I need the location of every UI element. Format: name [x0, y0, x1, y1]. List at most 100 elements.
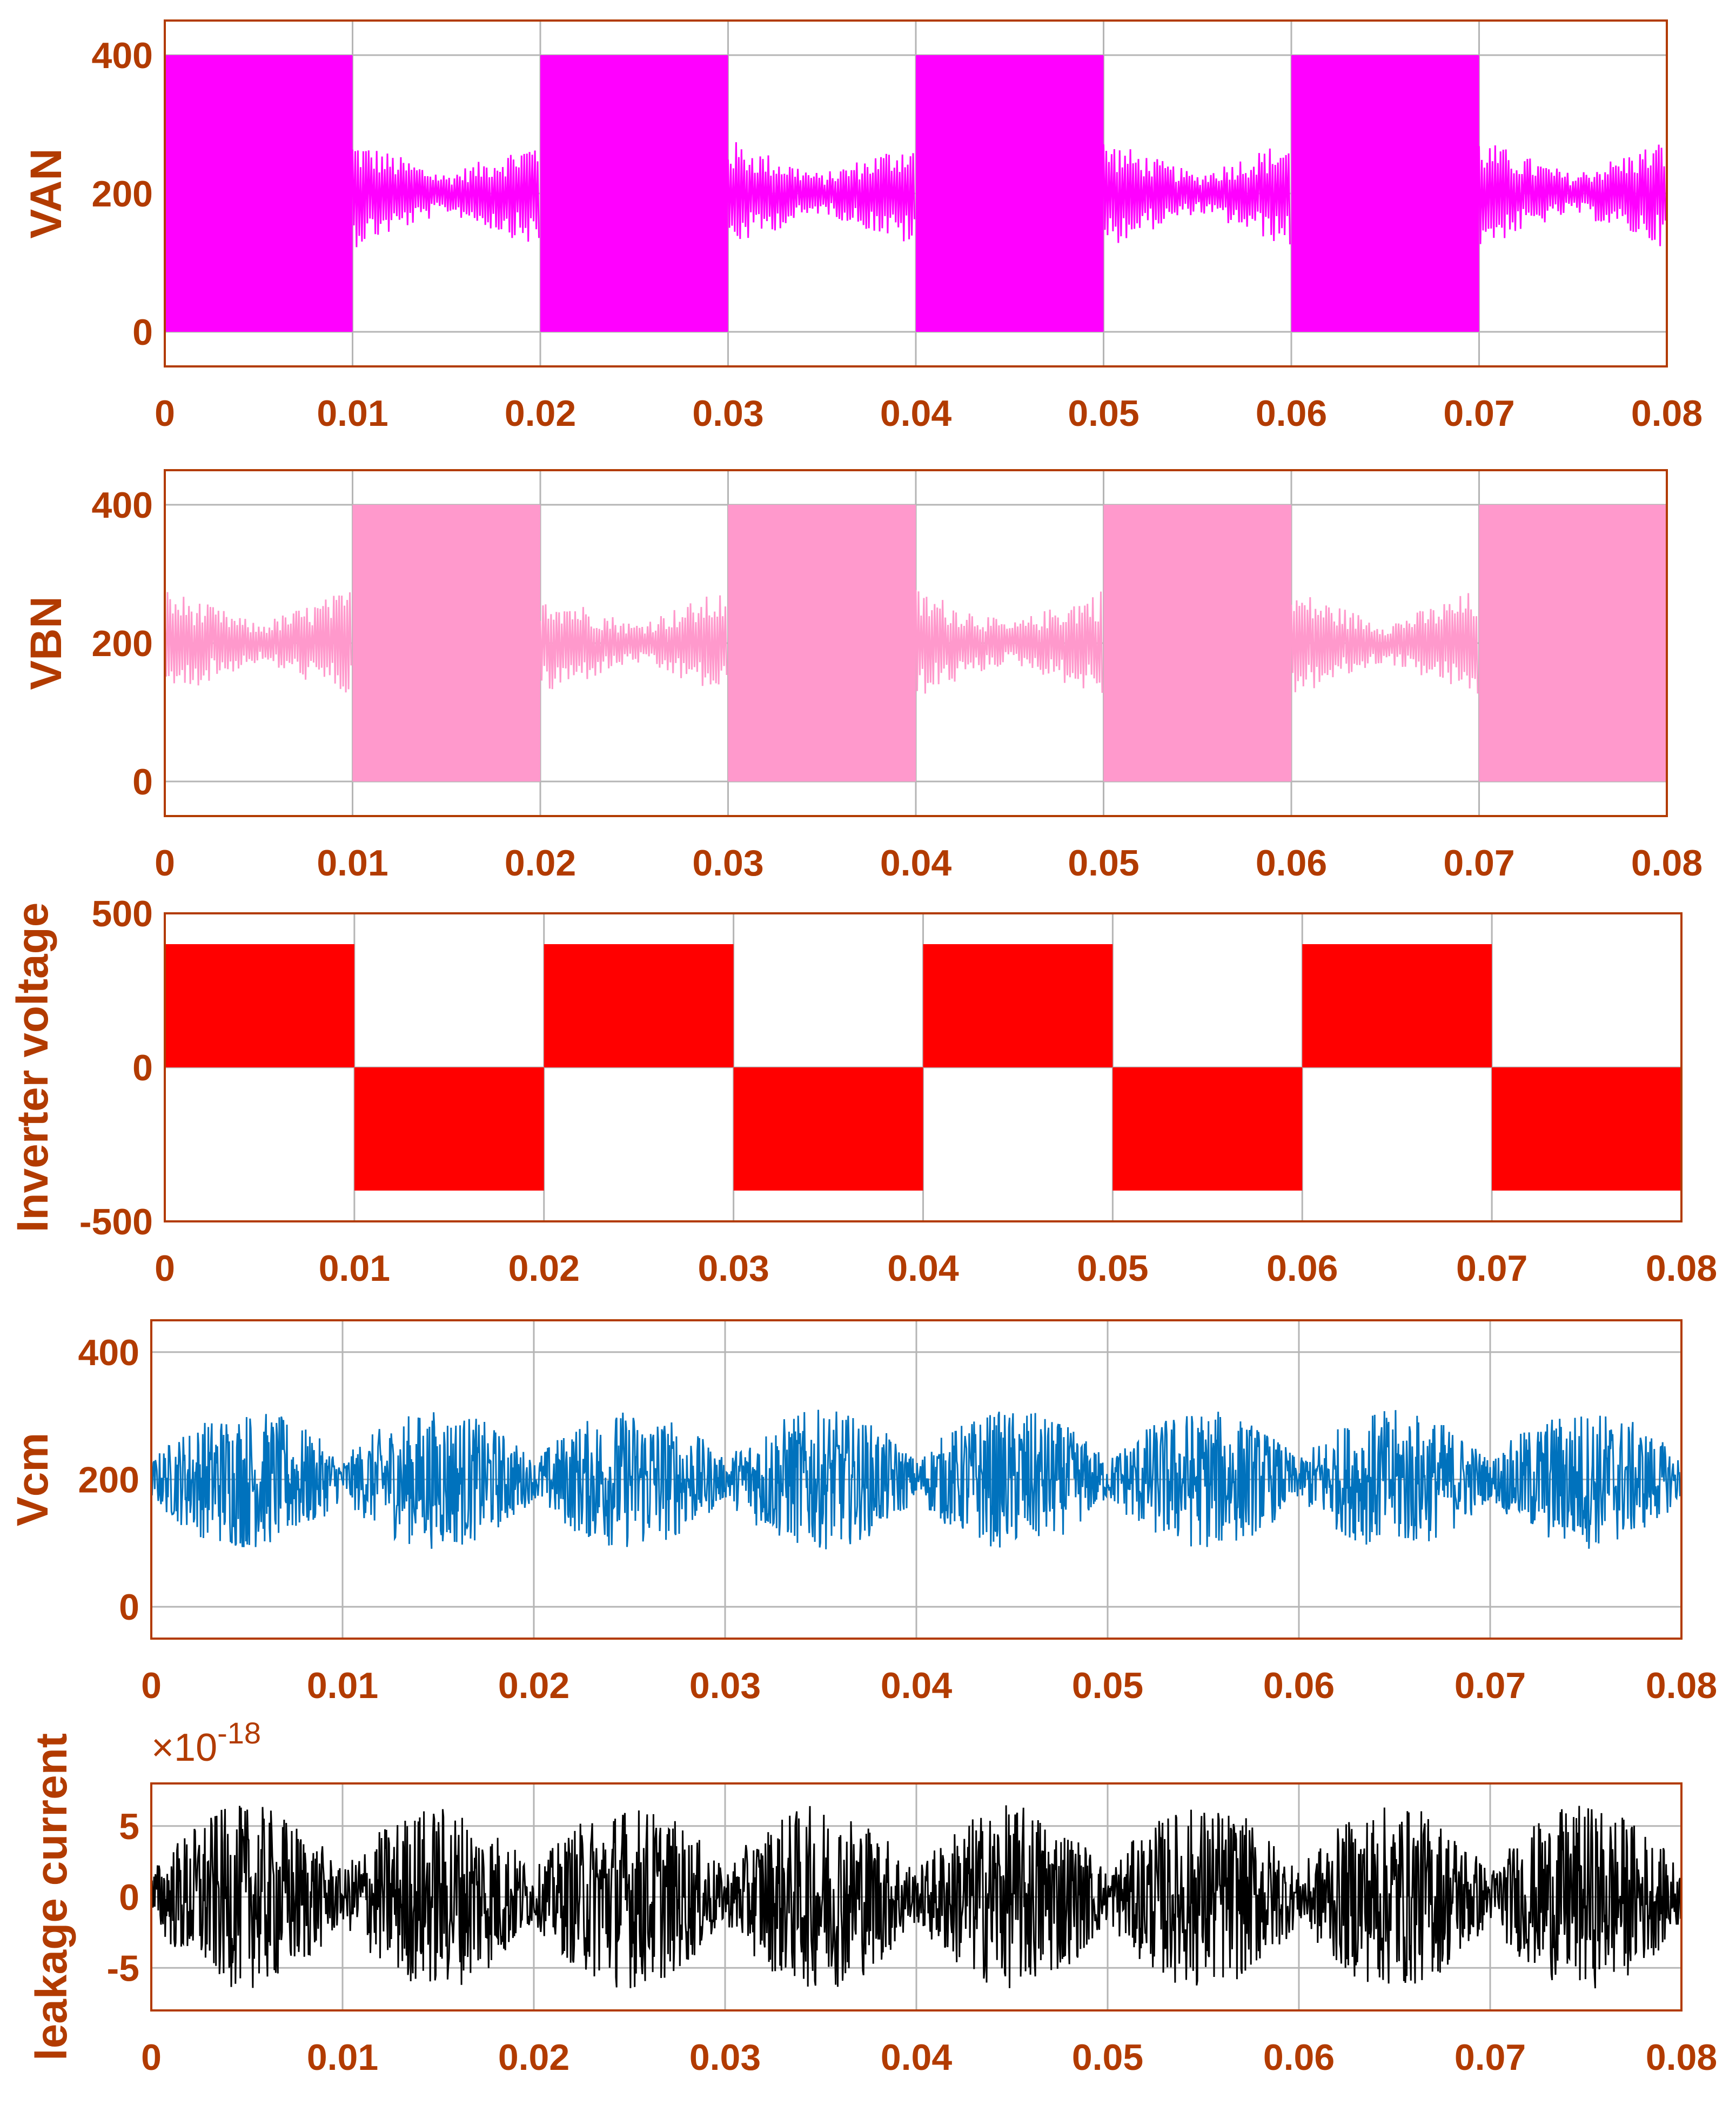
inverter-block-0	[165, 944, 354, 1067]
van-ylabel: VAN	[22, 148, 71, 238]
inverter-ytick-label-2: 500	[92, 893, 153, 934]
van-axes-frame	[164, 19, 1668, 367]
inverter-block-2	[544, 944, 734, 1067]
van-pwm-block-2	[540, 55, 728, 332]
vbn-ytick-label-0: 0	[132, 761, 153, 803]
vcm-xtick-label-0: 0	[141, 1665, 162, 1706]
vcm-xtick-label-3: 0.03	[689, 1665, 761, 1706]
inverter-ytick-label-0: -500	[79, 1201, 153, 1242]
vbn-ytick-label-1: 200	[92, 623, 153, 664]
leakage-exponent-label: ×10-18	[151, 1716, 261, 1769]
vcm-ytick-label-0: 0	[119, 1587, 139, 1628]
van-pwm-block-0	[165, 55, 353, 332]
vcm-xtick-label-6: 0.06	[1263, 1665, 1335, 1706]
vbn-xtick-label-1: 0.01	[317, 843, 388, 884]
leakage-xtick-label-5: 0.05	[1072, 2037, 1143, 2078]
leakage-trace	[150, 1805, 1683, 1989]
vbn-xtick-label-5: 0.05	[1068, 843, 1139, 884]
vbn-xtick-label-7: 0.07	[1443, 843, 1514, 884]
van-xtick-label-0: 0	[155, 393, 175, 434]
vbn-ripple-4	[915, 590, 1103, 694]
van-xtick-label-8: 0.08	[1631, 393, 1703, 434]
vcm-trace	[150, 1409, 1683, 1549]
leakage-xtick-label-0: 0	[141, 2037, 162, 2078]
inverter-block-6	[1302, 944, 1492, 1067]
vbn-panel: 0 0.01 0.02 0.03 0.04 0.05 0.06 0.07 0.08 0 200 400…	[22, 469, 1703, 884]
leakage-ytick-label-1: 0	[119, 1877, 139, 1918]
vbn-ytick-label-2: 400	[92, 485, 153, 526]
van-ripple-5	[1103, 144, 1291, 245]
inverter-xtick-label-2: 0.02	[508, 1248, 580, 1289]
leakage-xtick-label-2: 0.02	[498, 2037, 569, 2078]
leakage-axes-frame	[150, 1782, 1683, 2012]
inverter-xtick-label-1: 0.01	[319, 1248, 390, 1289]
inverter-xtick-label-6: 0.06	[1266, 1248, 1338, 1289]
vcm-axes-frame	[150, 1319, 1683, 1640]
van-xtick-label-5: 0.05	[1068, 393, 1139, 434]
van-xtick-label-1: 0.01	[317, 393, 388, 434]
inverter-block-4	[923, 944, 1113, 1067]
leakage-xtick-label-6: 0.06	[1263, 2037, 1335, 2078]
leakage-xtick-label-1: 0.01	[307, 2037, 378, 2078]
vcm-xtick-label-2: 0.02	[498, 1665, 569, 1706]
inverter-axes-frame	[164, 912, 1683, 1222]
van-ytick-label-0: 0	[132, 312, 153, 353]
leakage-xtick-label-4: 0.04	[881, 2037, 953, 2078]
leakage-xtick-label-3: 0.03	[689, 2037, 761, 2078]
van-xtick-label-7: 0.07	[1443, 393, 1514, 434]
vbn-axes-frame	[164, 469, 1668, 817]
inverter-xtick-label-8: 0.08	[1646, 1248, 1717, 1289]
vcm-ytick-label-2: 400	[78, 1332, 139, 1373]
van-ripple-3	[727, 142, 915, 242]
van-ytick-label-2: 400	[92, 35, 153, 76]
vbn-xtick-label-0: 0	[155, 843, 175, 884]
vcm-xtick-label-8: 0.08	[1646, 1665, 1717, 1706]
vcm-xtick-label-1: 0.01	[307, 1665, 378, 1706]
vbn-pwm-block-7	[1479, 505, 1667, 781]
inverter-xtick-label-0: 0	[155, 1248, 175, 1289]
inverter-ylabel: Inverter voltage	[8, 903, 57, 1233]
vcm-ylabel: Vcm	[8, 1433, 57, 1526]
vbn-xtick-label-6: 0.06	[1256, 843, 1327, 884]
vbn-pwm-block-1	[352, 505, 540, 781]
vcm-xtick-label-5: 0.05	[1072, 1665, 1143, 1706]
van-xtick-label-4: 0.04	[880, 393, 952, 434]
inverter-block-7	[1492, 1067, 1681, 1191]
leakage-ylabel: leakage current	[27, 1733, 76, 2061]
inverter-xtick-label-5: 0.05	[1077, 1248, 1148, 1289]
vbn-xtick-label-8: 0.08	[1631, 843, 1703, 884]
van-xtick-label-2: 0.02	[505, 393, 576, 434]
vcm-ytick-label-1: 200	[78, 1460, 139, 1501]
van-ripple-7	[1478, 144, 1666, 246]
van-ripple-1	[352, 149, 540, 248]
inverter-xtick-label-3: 0.03	[698, 1248, 769, 1289]
vbn-xtick-label-4: 0.04	[880, 843, 952, 884]
van-panel: 0 0.01 0.02 0.03 0.04 0.05 0.06 0.07 0.08 0 200 400…	[22, 19, 1703, 434]
inverter-block-5	[1112, 1067, 1303, 1191]
inverter-xtick-label-7: 0.07	[1456, 1248, 1527, 1289]
vbn-xtick-label-3: 0.03	[692, 843, 763, 884]
vbn-pwm-block-3	[728, 505, 916, 781]
van-pwm-block-4	[916, 55, 1104, 332]
vcm-xtick-label-4: 0.04	[881, 1665, 953, 1706]
van-xtick-label-6: 0.06	[1256, 393, 1327, 434]
inverter-xtick-label-4: 0.04	[887, 1248, 959, 1289]
vbn-xtick-label-2: 0.02	[505, 843, 576, 884]
inverter-panel: 0 0.01 0.02 0.03 0.04 0.05 0.06 0.07 0.08-500050…	[8, 893, 1717, 1289]
inverter-block-3	[733, 1067, 923, 1191]
vbn-ripple-0	[164, 592, 352, 693]
vbn-ylabel: VBN	[22, 596, 71, 690]
van-xtick-label-3: 0.03	[692, 393, 763, 434]
vbn-pwm-block-5	[1103, 505, 1291, 781]
leakage-xtick-label-8: 0.08	[1646, 2037, 1717, 2078]
vcm-panel: 0 0.01 0.02 0.03 0.04 0.05 0.06 0.07 0.08 0 200 400…	[8, 1319, 1717, 1706]
inverter-ytick-label-1: 0	[132, 1047, 153, 1088]
leakage-xtick-label-7: 0.07	[1455, 2037, 1526, 2078]
inverter-block-1	[354, 1067, 544, 1191]
leakage-panel: 0 0.01 0.02 0.03 0.04 0.05 0.06 0.07 0.08 -5 0 5 lea…	[27, 1716, 1717, 2078]
van-ytick-label-1: 200	[92, 173, 153, 215]
vbn-ripple-2	[539, 595, 728, 690]
leakage-ytick-label-0: -5	[107, 1948, 139, 1989]
vcm-xtick-label-7: 0.07	[1455, 1665, 1526, 1706]
